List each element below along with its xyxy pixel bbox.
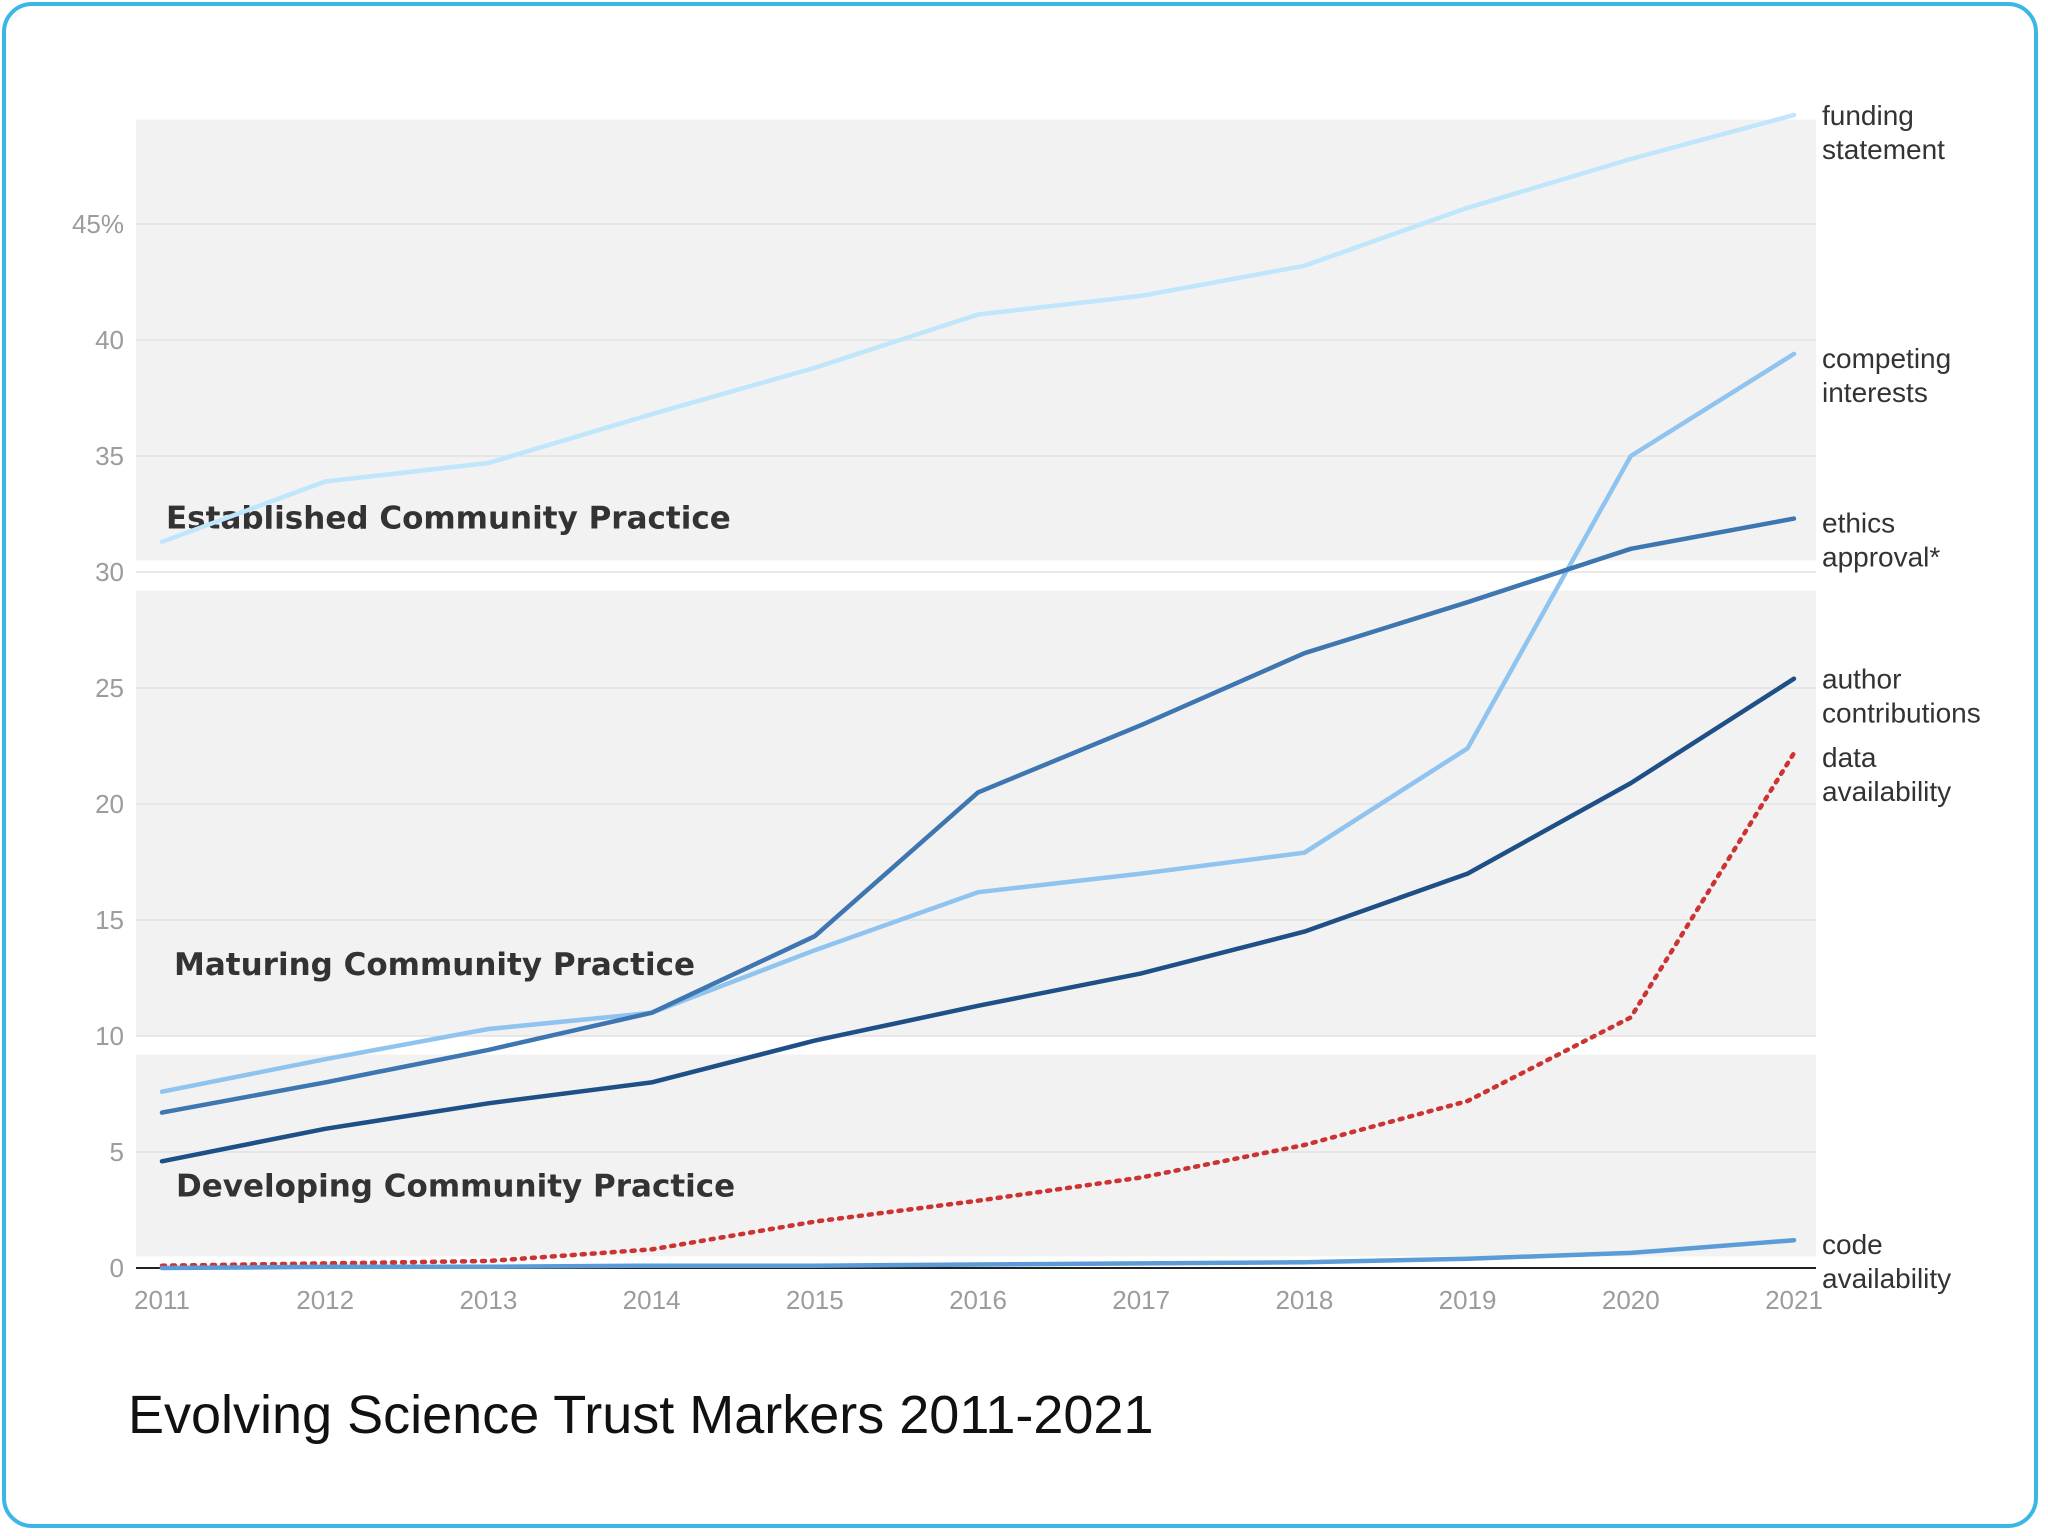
x-tick-label-2014: 2014: [623, 1285, 681, 1315]
x-tick-label-2018: 2018: [1275, 1285, 1333, 1315]
series-line-funding-statement: [159, 112, 1797, 545]
series-line-author-contributions: [159, 676, 1797, 1164]
band-2: [136, 590, 1816, 1036]
band-label-3: Developing Community Practice: [176, 1168, 735, 1204]
x-tick-label-2015: 2015: [786, 1285, 844, 1315]
y-tick-label-30: 30: [95, 557, 124, 587]
series-line-competing-interests: [159, 351, 1797, 1094]
x-tick-label-2016: 2016: [949, 1285, 1007, 1315]
x-tick-label-2019: 2019: [1439, 1285, 1497, 1315]
series-label-funding-statement: funding statement: [1822, 100, 1945, 165]
y-tick-label-0: 0: [110, 1253, 124, 1283]
series-line-ethics-approval: [159, 516, 1797, 1115]
line-chart: 0 5 10 15 20 25 30 35 40 45% 2011 2012 2013 2014 2015 2…: [72, 100, 1981, 1315]
series-label-code-availability: code availability: [1822, 1229, 1951, 1294]
axes: 0 5 10 15 20 25 30 35 40 45% 2011 2012 2013 2014 2015 2…: [72, 209, 1823, 1315]
gridlines: [136, 223, 1816, 1153]
series-label-ethics-approval: ethics approval*: [1822, 508, 1940, 573]
y-tick-label-5: 5: [110, 1137, 124, 1167]
x-tick-label-2017: 2017: [1112, 1285, 1170, 1315]
series-label-data-availability: data availability: [1822, 742, 1951, 807]
series-line-code-availability: [159, 1237, 1797, 1271]
y-tick-label-15: 15: [95, 905, 124, 935]
series-lines: [159, 112, 1797, 1271]
series-line-data-availability: [159, 750, 1797, 1268]
series-label-author-contributions: author contributions: [1822, 664, 1981, 729]
y-tick-label-25: 25: [95, 673, 124, 703]
series-labels: funding statement competing interests ethics…: [1822, 100, 1981, 1294]
x-tick-label-2013: 2013: [459, 1285, 517, 1315]
series-label-competing-interests: competing interests: [1822, 343, 1951, 408]
band-3: [136, 1054, 1816, 1257]
y-tick-label-40: 40: [95, 325, 124, 355]
x-tick-label-2011: 2011: [134, 1285, 190, 1315]
x-tick-label-2012: 2012: [296, 1285, 354, 1315]
band-label-2: Maturing Community Practice: [174, 947, 695, 983]
x-tick-label-2020: 2020: [1602, 1285, 1660, 1315]
chart-title: Evolving Science Trust Markers 2011-2021: [128, 1385, 1154, 1445]
y-tick-label-10: 10: [95, 1021, 124, 1051]
y-tick-label-20: 20: [95, 789, 124, 819]
y-tick-label-35: 35: [95, 441, 124, 471]
y-tick-label-45: 45%: [72, 209, 124, 239]
band-label-1: Established Community Practice: [166, 500, 731, 536]
x-tick-label-2021: 2021: [1765, 1285, 1823, 1315]
band-labels: Established Community Practice Maturing C…: [166, 500, 735, 1204]
